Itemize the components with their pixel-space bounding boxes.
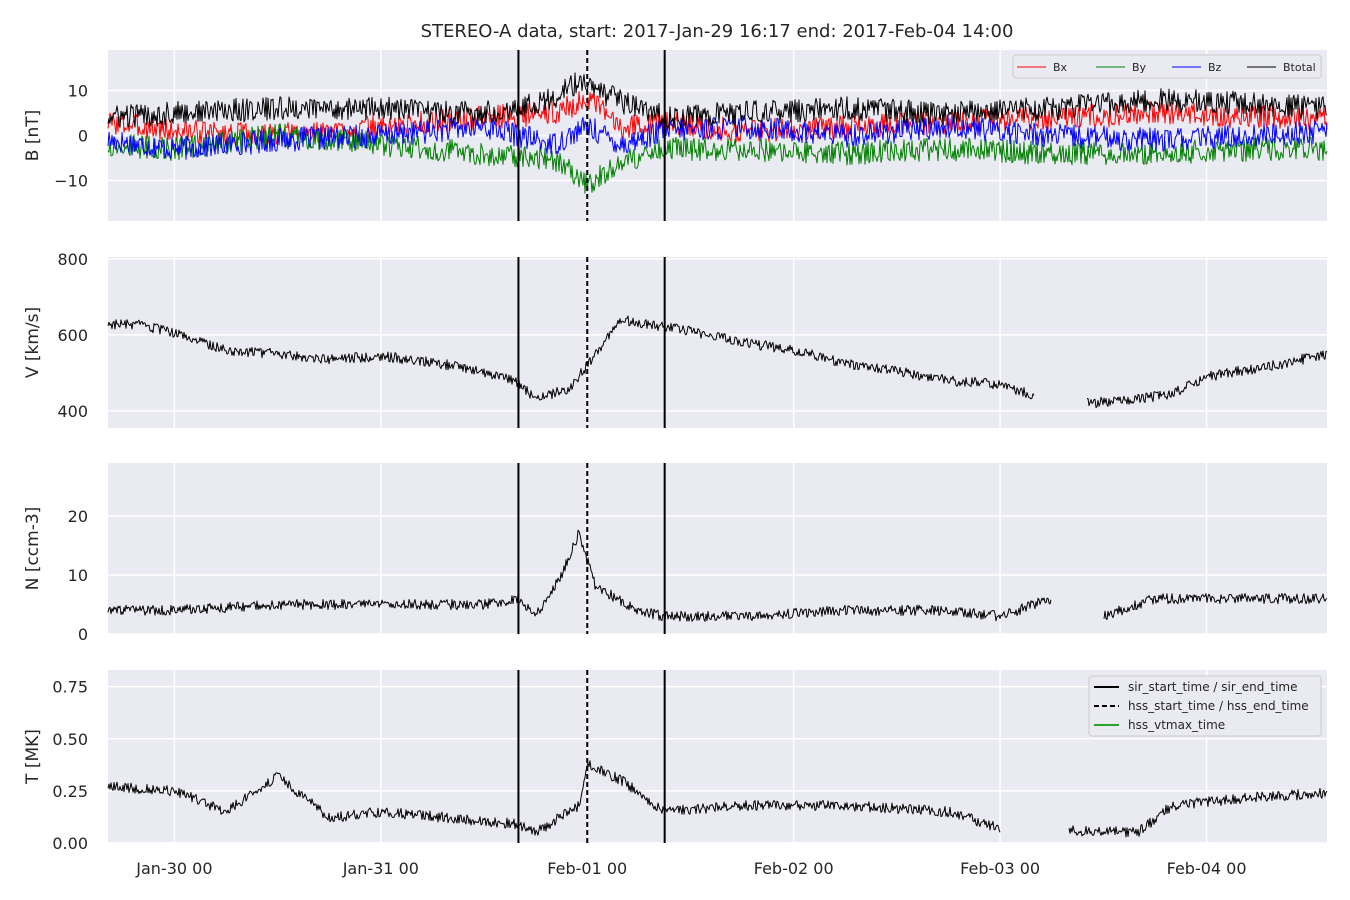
panel-n: 0 10 20 N [ccm-3] — [23, 463, 1328, 644]
ytick-n-0: 0 — [78, 625, 88, 644]
line-v-series — [107, 315, 1328, 408]
ylabel-b: B [nT] — [23, 110, 43, 162]
ytick-t-2: 0.50 — [52, 730, 88, 749]
legend-label-hss-start-time-hss-end-time: hss_start_time / hss_end_time — [1128, 699, 1309, 713]
ytick-n-2: 20 — [68, 507, 88, 526]
legend-label-btotal: Btotal — [1283, 61, 1316, 74]
ylabel-v: V [km/s] — [23, 307, 43, 378]
xtick-label-2: Feb-01 00 — [547, 859, 627, 878]
panel-b: −10 0 10 B [nT] Bx By Bz Btotal — [23, 50, 1328, 221]
plot-area-v — [108, 257, 1327, 428]
xtick-label-4: Feb-03 00 — [960, 859, 1040, 878]
ytick-b-2: 10 — [68, 82, 88, 101]
line-b-bz — [107, 114, 1328, 160]
xtick-label-3: Feb-02 00 — [754, 859, 834, 878]
legend-label-hss-vtmax-time: hss_vtmax_time — [1128, 718, 1225, 732]
line-b-btotal — [107, 72, 1328, 129]
xtick-label-0: Jan-30 00 — [135, 859, 212, 878]
legend-t-frame — [1088, 675, 1322, 737]
legend-label-by: By — [1132, 61, 1147, 74]
x-axis-ticks: Jan-30 00 Jan-31 00 Feb-01 00 Feb-02 00 Feb-… — [135, 859, 1246, 878]
ytick-t-1: 0.25 — [52, 782, 88, 801]
ytick-b-0: −10 — [54, 172, 88, 191]
ytick-n-1: 10 — [68, 566, 88, 585]
panels-group: −10 0 10 B [nT] Bx By Bz Btotal 400 600 800 V [km/s… — [23, 50, 1328, 853]
chart-title: STEREO-A data, start: 2017-Jan-29 16:17 … — [421, 21, 1014, 42]
legend-b-frame — [1012, 54, 1322, 79]
legend-label-sir-start-time-sir-end-time: sir_start_time / sir_end_time — [1128, 680, 1298, 694]
legend-label-bz: Bz — [1208, 61, 1222, 74]
line-t-series — [107, 760, 1328, 838]
plot-area-n — [108, 463, 1327, 634]
ytick-b-1: 0 — [78, 127, 88, 146]
ylabel-t: T [MK] — [23, 729, 43, 785]
line-b-by — [107, 123, 1328, 194]
line-n-series — [107, 529, 1328, 622]
xtick-label-1: Jan-31 00 — [342, 859, 419, 878]
ylabel-n: N [ccm-3] — [23, 507, 43, 591]
panel-v: 400 600 800 V [km/s] — [23, 250, 1328, 428]
legend-b: Bx By Bz Btotal — [1012, 54, 1322, 79]
legend-t: sir_start_time / sir_end_time hss_start_t… — [1088, 675, 1322, 737]
ytick-v-2: 800 — [57, 250, 88, 269]
ytick-t-0: 0.00 — [52, 834, 88, 853]
legend-label-bx: Bx — [1053, 61, 1068, 74]
panel-t: 0.00 0.25 0.50 0.75 T [MK] sir_start_time / s… — [23, 670, 1328, 853]
xtick-label-5: Feb-04 00 — [1167, 859, 1247, 878]
ytick-t-3: 0.75 — [52, 678, 88, 697]
ytick-v-1: 600 — [57, 326, 88, 345]
ytick-v-0: 400 — [57, 402, 88, 421]
